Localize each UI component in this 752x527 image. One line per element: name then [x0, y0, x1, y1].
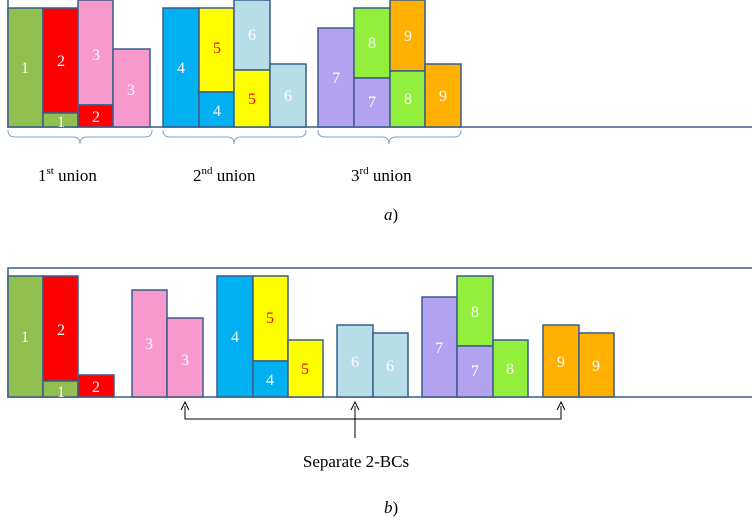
- b-block-3-tall-label: 3: [145, 336, 153, 353]
- b-block-2-tall: [42, 275, 79, 382]
- arrow-head-right: [556, 400, 566, 411]
- block-3-short-label: 3: [127, 82, 135, 99]
- block-5-tall: [198, 7, 235, 93]
- b-block-5-tall: [252, 275, 289, 362]
- block-3-tall-label: 3: [92, 47, 100, 64]
- block-2-tall-label: 2: [57, 53, 65, 70]
- panel-a-label: a): [384, 205, 398, 224]
- b-block-1-label: 1: [21, 329, 29, 346]
- union-3-brace: [317, 129, 462, 145]
- block-3-tall: [77, 0, 114, 106]
- block-8-short-label: 8: [404, 91, 412, 108]
- block-8-tall-label: 8: [368, 35, 376, 52]
- block-5-tall-label: 5: [213, 40, 221, 57]
- block-8-short: [389, 70, 426, 128]
- block-9-tall-label: 9: [404, 28, 412, 45]
- block-4-tall-label: 4: [177, 60, 185, 77]
- panel-b: 1 2 1 2 3 3 4 5 4 5 6 6 7 8 7 8 9 9: [7, 267, 752, 517]
- union-2-brace: [162, 129, 307, 145]
- block-7-short-label: 7: [368, 94, 376, 111]
- block-8-tall: [353, 7, 391, 79]
- b-block-2-tall-label: 2: [57, 322, 65, 339]
- b-block-8-tall-label: 8: [471, 304, 479, 321]
- block-3-short: [112, 48, 151, 128]
- block-7-tall: [317, 27, 355, 128]
- b-block-4-short: [252, 360, 289, 398]
- b-block-5-tall-label: 5: [266, 310, 274, 327]
- b-block-4-short-label: 4: [266, 372, 274, 389]
- union-1-brace: [7, 129, 153, 145]
- block-6-tall-label: 6: [248, 27, 256, 44]
- b-block-9-short-label: 9: [592, 358, 600, 375]
- b-block-4-tall-label: 4: [231, 329, 239, 346]
- b-block-3-short: [166, 317, 204, 398]
- block-6-tall: [233, 0, 271, 71]
- block-6-short-label: 6: [284, 88, 292, 105]
- union-3-caption: 3rd union: [351, 165, 412, 185]
- block-7-tall-label: 7: [332, 70, 340, 87]
- b-block-2-short: [77, 374, 115, 398]
- b-block-1: [7, 275, 44, 398]
- b-block-5-short: [287, 339, 324, 398]
- b-block-2-short-label: 2: [92, 379, 100, 396]
- b-block-7-tall-label: 7: [435, 340, 443, 357]
- b-block-5-short-label: 5: [301, 361, 309, 378]
- union-2-caption: 2nd union: [193, 165, 256, 185]
- b-block-6-tall: [336, 324, 374, 398]
- block-6-short: [269, 63, 307, 128]
- b-block-6-tall-label: 6: [351, 354, 359, 371]
- arrow-head-middle: [350, 400, 360, 411]
- b-block-7-tall: [421, 296, 458, 398]
- block-5-short: [233, 69, 271, 128]
- block-1-short-label: 1: [57, 114, 65, 131]
- arrow-head-left: [180, 400, 190, 411]
- block-9-short: [424, 63, 462, 128]
- block-4-short: [198, 91, 235, 128]
- panel-b-label: b): [384, 498, 398, 517]
- block-9-short-label: 9: [439, 88, 447, 105]
- b-block-6-short-label: 6: [386, 358, 394, 375]
- b-block-3-tall: [131, 289, 168, 398]
- block-5-short-label: 5: [248, 91, 256, 108]
- block-1-tall: [7, 7, 44, 128]
- block-4-tall: [162, 7, 200, 128]
- separate-2bcs-annotation: Separate 2-BCs: [303, 452, 409, 471]
- block-1-tall-label: 1: [21, 60, 29, 77]
- b-block-8-short: [492, 339, 529, 398]
- block-9-tall: [389, 0, 426, 72]
- block-2-short-label: 2: [92, 109, 100, 126]
- b-block-6-short: [372, 332, 409, 398]
- panel-a: 1 2 1 3 2 3 4 5 4 6 5 6 7 8 7 9 8 9: [7, 0, 752, 224]
- union-1-caption: 1st union: [38, 165, 97, 185]
- b-block-1-short-label: 1: [57, 384, 65, 401]
- b-block-9-short: [578, 332, 615, 398]
- block-4-short-label: 4: [213, 103, 221, 120]
- block-7-short: [353, 77, 391, 128]
- connector-lines: [184, 406, 562, 438]
- b-block-7-short-label: 7: [471, 363, 479, 380]
- b-block-9-tall-label: 9: [557, 354, 565, 371]
- b-block-8-short-label: 8: [506, 361, 514, 378]
- b-block-3-short-label: 3: [181, 352, 189, 369]
